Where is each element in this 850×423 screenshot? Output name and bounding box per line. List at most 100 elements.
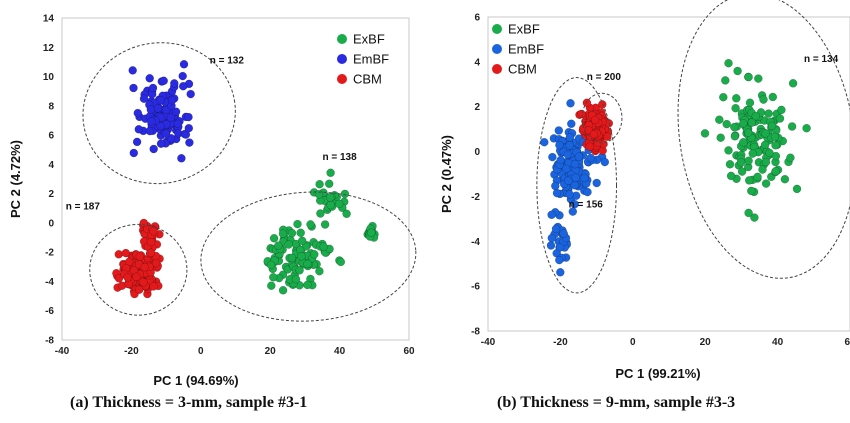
data-point (767, 121, 777, 131)
x-tick-label: 20 (265, 346, 277, 357)
y-tick-label: -8 (45, 336, 54, 347)
data-point (554, 126, 564, 135)
data-point (589, 129, 599, 139)
data-point (737, 167, 747, 176)
data-point (133, 108, 143, 118)
y-axis-title: PC 2 (0.47%) (439, 135, 454, 213)
x-axis-title: PC 1 (94.69%) (153, 373, 238, 388)
data-point (577, 109, 586, 119)
x-tick-label: 40 (334, 346, 346, 357)
data-point (744, 156, 753, 165)
caption-b: (b) Thickness = 9-mm, sample #3-3 (497, 394, 735, 412)
data-point (156, 139, 166, 148)
data-point (788, 79, 798, 88)
data-point (764, 109, 773, 118)
data-point (274, 241, 283, 250)
data-point (765, 148, 774, 158)
data-point (585, 142, 594, 151)
data-point (171, 107, 181, 116)
data-point (303, 280, 312, 290)
y-tick-label: 4 (48, 160, 54, 171)
y-tick-label: -6 (45, 306, 54, 317)
data-point (291, 274, 301, 284)
y-tick-label: 2 (474, 102, 480, 113)
data-point (293, 219, 302, 229)
data-point (267, 281, 276, 290)
data-point (747, 118, 757, 127)
data-point (269, 273, 278, 282)
data-point (770, 132, 780, 142)
data-point (565, 190, 574, 199)
data-point (758, 165, 767, 174)
data-point (134, 125, 144, 134)
legend-marker (492, 24, 502, 34)
data-point (140, 262, 149, 272)
data-point (315, 266, 324, 276)
x-tick-label: -40 (55, 346, 70, 357)
data-point (761, 179, 771, 188)
data-point (600, 157, 610, 167)
data-point (129, 148, 139, 158)
legend-marker (337, 54, 347, 64)
data-point (759, 95, 768, 104)
y-axis-title: PC 2 (4.72%) (8, 140, 23, 218)
legend-label: CBM (353, 72, 382, 87)
legend: ExBF EmBF CBM (337, 32, 389, 87)
data-point (761, 129, 770, 138)
caption-b-text: Thickness = 9-mm, sample #3-3 (520, 394, 736, 411)
data-point (121, 248, 131, 258)
data-point (732, 94, 741, 103)
data-point (179, 60, 189, 69)
data-point (725, 160, 735, 169)
data-point (149, 144, 158, 154)
data-point (319, 242, 328, 251)
data-point (367, 228, 376, 237)
data-point (551, 181, 560, 191)
data-point (129, 83, 138, 93)
data-point (326, 200, 335, 210)
data-point (730, 122, 739, 132)
series-embf (540, 99, 610, 277)
annotation-label: n = 138 (322, 152, 357, 163)
data-point (736, 158, 746, 167)
caption-a-text: Thickness = 3-mm, sample #3-1 (92, 394, 308, 411)
data-point (326, 168, 335, 178)
data-point (777, 105, 786, 115)
data-point (310, 250, 319, 259)
y-tick-label: 8 (48, 101, 54, 112)
data-point (556, 268, 565, 277)
data-point (178, 81, 188, 91)
data-point (340, 189, 350, 199)
data-point (730, 132, 740, 141)
data-point (555, 255, 564, 265)
x-axis-title: PC 1 (99.21%) (615, 366, 700, 381)
data-point (559, 229, 568, 238)
data-point (342, 209, 351, 219)
data-point (753, 172, 762, 182)
data-point (761, 157, 771, 167)
data-point (775, 114, 785, 123)
data-point (745, 98, 755, 107)
data-point (184, 112, 193, 122)
data-point (114, 250, 124, 259)
cluster-ellipse (82, 42, 236, 185)
data-point (570, 180, 580, 190)
legend-label: ExBF (508, 22, 540, 37)
data-point (135, 252, 145, 261)
data-point (567, 119, 576, 129)
data-point (166, 113, 176, 122)
data-point (128, 66, 137, 75)
data-point (571, 173, 580, 182)
data-point (316, 209, 325, 218)
data-point (574, 152, 584, 161)
data-point (548, 152, 557, 162)
data-point (139, 94, 149, 103)
y-tick-label: 14 (43, 14, 55, 25)
data-point (733, 66, 742, 76)
x-tick-label: -20 (124, 346, 139, 357)
data-point (722, 119, 731, 129)
data-point (167, 95, 177, 105)
annotation-label: n = 132 (210, 55, 245, 66)
series-exbf (700, 58, 811, 222)
